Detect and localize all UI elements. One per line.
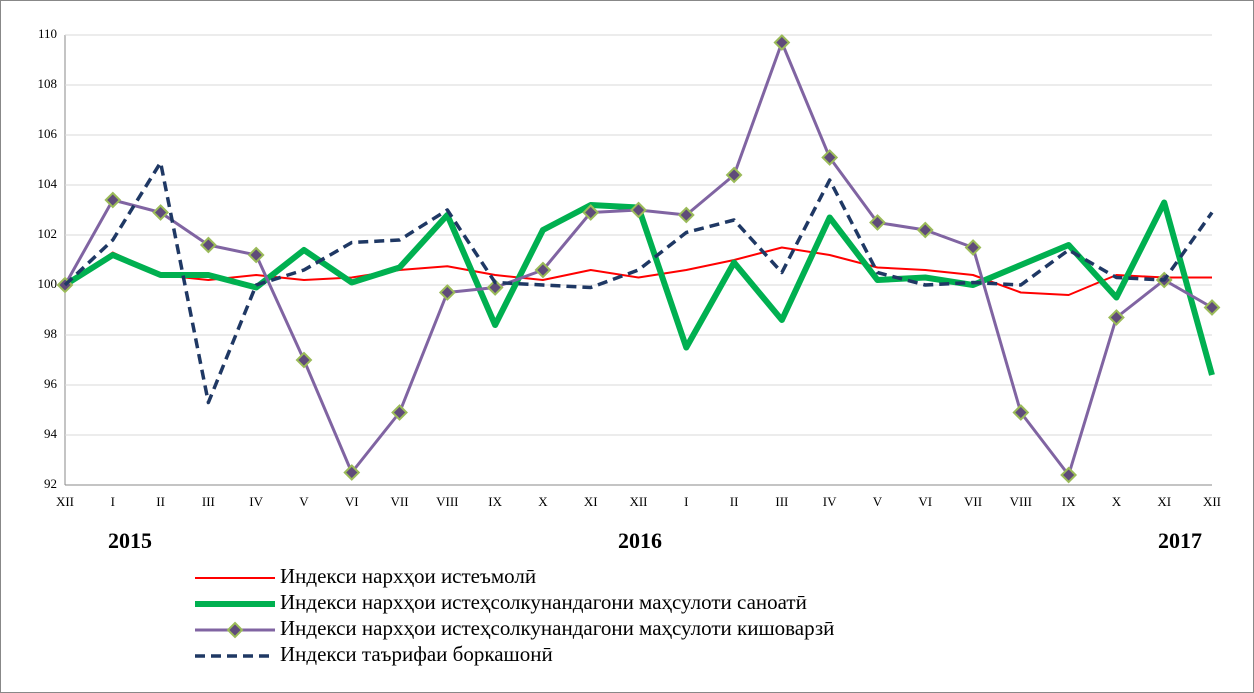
marker	[152, 204, 169, 221]
x-tick-label: VIII	[436, 494, 458, 509]
x-tick-label: V	[299, 494, 309, 509]
marker	[582, 204, 600, 221]
x-tick-label: XII	[629, 494, 647, 509]
marker	[534, 261, 552, 279]
x-tick-label: II	[730, 494, 739, 509]
marker	[438, 284, 456, 301]
marker	[1108, 309, 1125, 326]
y-tick-label: 106	[38, 126, 58, 141]
marker	[343, 464, 361, 481]
y-tick-label: 96	[44, 376, 58, 391]
x-tick-label: VI	[345, 494, 359, 509]
y-tick-label: 108	[38, 76, 58, 91]
x-tick-label: X	[1112, 494, 1122, 509]
x-tick-label: X	[538, 494, 548, 509]
marker	[869, 214, 886, 231]
x-tick-label: VIII	[1010, 494, 1032, 509]
year-label: 2017	[1158, 528, 1202, 553]
marker	[630, 201, 647, 219]
marker	[773, 34, 791, 51]
marker	[247, 246, 265, 264]
x-tick-label: V	[873, 494, 883, 509]
series-line	[64, 246, 1212, 296]
marker	[725, 166, 743, 184]
legend-label: Индекси нархҳои истеҳсолкунандагони маҳс…	[280, 590, 807, 614]
x-tick-label: IX	[1062, 494, 1076, 509]
marker	[916, 221, 934, 239]
x-tick-label: III	[202, 494, 215, 509]
marker	[199, 236, 217, 254]
y-tick-label: 102	[38, 226, 58, 241]
legend-label: Индекси таърифаи боркашонӣ	[280, 642, 553, 666]
x-tick-label: I	[111, 494, 115, 509]
y-tick-label: 94	[44, 426, 58, 441]
y-tick-label: 98	[44, 326, 57, 341]
x-tick-label: I	[684, 494, 688, 509]
series-line	[63, 160, 1214, 405]
marker	[821, 149, 839, 166]
x-tick-label: IV	[823, 494, 837, 509]
x-tick-label: III	[775, 494, 788, 509]
y-tick-label: 110	[38, 26, 57, 41]
y-tick-label: 104	[38, 176, 58, 191]
marker	[677, 206, 695, 224]
legend-label: Индекси нархҳои истеъмолӣ	[280, 564, 536, 588]
y-tick-label: 100	[38, 276, 58, 291]
marker	[486, 279, 504, 296]
marker	[295, 351, 313, 369]
x-tick-label: VII	[391, 494, 409, 509]
x-tick-label: VI	[918, 494, 932, 509]
marker	[1060, 466, 1078, 484]
legend-marker	[226, 621, 244, 639]
year-label: 2016	[618, 528, 662, 553]
marker	[1012, 404, 1030, 421]
x-tick-label: XI	[1157, 494, 1171, 509]
x-tick-label: IV	[249, 494, 263, 509]
x-tick-label: IX	[488, 494, 502, 509]
legend-label: Индекси нархҳои истеҳсолкунандагони маҳс…	[280, 616, 834, 640]
x-tick-label: XII	[56, 494, 74, 509]
x-tick-label: VII	[964, 494, 982, 509]
x-tick-label: II	[156, 494, 165, 509]
marker	[104, 191, 122, 209]
marker	[964, 239, 982, 256]
year-label: 2015	[108, 528, 152, 553]
x-tick-label: XII	[1203, 494, 1221, 509]
y-tick-label: 92	[44, 476, 57, 491]
marker	[391, 404, 408, 421]
marker	[1203, 299, 1221, 316]
x-tick-label: XI	[584, 494, 598, 509]
